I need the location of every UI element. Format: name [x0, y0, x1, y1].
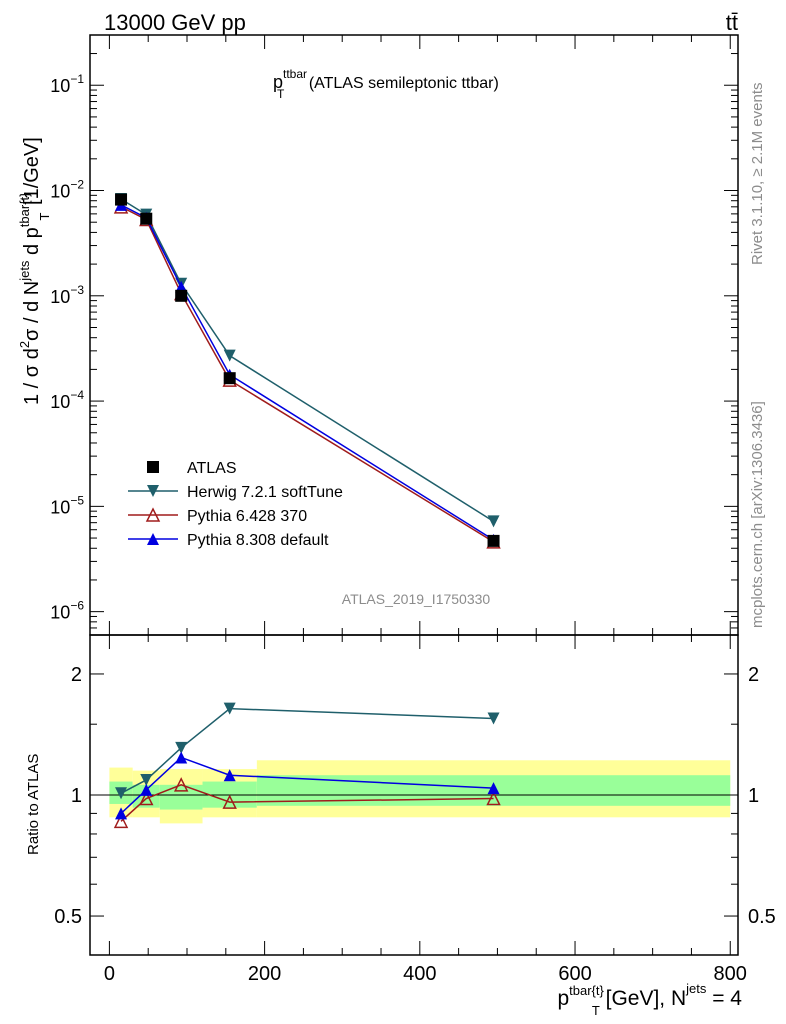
- ratio-y-tick-label: 0.5: [54, 906, 82, 928]
- triangle-up-open-marker: [173, 777, 189, 792]
- main-y-axis-label: 1 / σ d2σ / d Njets d ptbar{t} T [1/GeV]: [17, 137, 52, 405]
- x-axis-label: ptbar{t} T [GeV], Njets = 4: [557, 981, 742, 1018]
- triangle-down-marker: [487, 712, 500, 725]
- square-marker: [223, 372, 236, 385]
- y-tick-label: 10−4: [50, 388, 84, 412]
- ratio-y-axis-label: Ratio to ATLAS: [25, 754, 42, 855]
- triangle-down-marker: [147, 485, 159, 497]
- ratio-y-tick-label-right: 2: [748, 664, 759, 686]
- ratio-y-tick-label-right: 1: [748, 785, 759, 807]
- legend-entry: Pythia 8.308 default: [128, 532, 329, 549]
- square-marker: [140, 212, 153, 225]
- square-marker: [115, 193, 128, 206]
- ratio-y-tick-label-right: 0.5: [748, 906, 776, 928]
- main-axes: 10−6 10−5 10−4 10−3 10−2 10−1: [50, 34, 739, 636]
- triangle-up-open-marker: [486, 790, 501, 806]
- triangle-down-marker: [115, 787, 128, 800]
- ratio-series-pythia-6-428-370: [113, 777, 501, 829]
- main-series: [113, 193, 501, 549]
- plot-title-rest: (ATLAS semileptonic ttbar): [304, 75, 498, 92]
- ratio-series-herwig-7-2-1-softtune: [115, 702, 500, 800]
- x-tick-label: 600: [558, 963, 591, 985]
- series-atlas: [115, 193, 500, 547]
- triangle-up-open-marker: [139, 790, 154, 806]
- ratio-y-tick-label: 1: [71, 785, 82, 807]
- legend-label: Herwig 7.2.1 softTune: [187, 484, 343, 501]
- legend: ATLAS Herwig 7.2.1 softTune Pythia 6.428 3…: [128, 460, 343, 549]
- x-tick-label: 0: [104, 963, 115, 985]
- ratio-y-tick-label: 2: [71, 664, 82, 686]
- triangle-up-marker: [140, 783, 153, 796]
- triangle-up-marker: [223, 769, 236, 782]
- triangle-up-open-marker: [145, 507, 161, 522]
- ratio-series-pythia-8-308-default: [115, 751, 500, 820]
- legend-entry: Herwig 7.2.1 softTune: [128, 484, 343, 501]
- square-marker: [147, 461, 159, 473]
- plot-title: pttbar T (ATLAS semileptonic ttbar): [273, 67, 499, 101]
- analysis-tag: ATLAS_2019_I1750330: [342, 591, 491, 607]
- triangle-down-marker: [175, 741, 188, 754]
- series-herwig-7-2-1-softtune: [115, 193, 500, 528]
- legend-label: Pythia 6.428 370: [187, 508, 307, 525]
- x-tick-label: 800: [714, 963, 747, 985]
- legend-label: Pythia 8.308 default: [187, 532, 329, 549]
- y-tick-label: 10−6: [50, 599, 84, 623]
- legend-entry: ATLAS: [147, 460, 237, 477]
- y-tick-label: 10−3: [50, 283, 84, 307]
- green-band-bin: [159, 784, 203, 810]
- ratio-series: [113, 702, 501, 829]
- plot-title-sub: T: [277, 87, 285, 101]
- header-process-label: tt̄: [726, 10, 738, 35]
- header-energy-label: 13000 GeV pp: [104, 10, 246, 35]
- x-tick-label: 400: [403, 963, 436, 985]
- mcplots-reference-label: mcplots.cern.ch [arXiv:1306.3436]: [749, 401, 766, 628]
- y-tick-label: 10−2: [50, 178, 84, 202]
- plot-title-sup: ttbar: [283, 67, 307, 81]
- rivet-version-label: Rivet 3.1.10, ≥ 2.1M events: [749, 83, 766, 266]
- ratio-axes: 0.5 0.5 1 1 2 2 0 200 400 600 800: [54, 634, 776, 985]
- triangle-up-marker: [175, 280, 188, 293]
- triangle-down-marker: [223, 349, 236, 362]
- ratio-series-line: [120, 784, 494, 822]
- series-line: [120, 198, 494, 523]
- y-tick-label: 10−5: [50, 493, 84, 517]
- triangle-up-marker: [487, 782, 500, 795]
- triangle-down-marker: [140, 773, 153, 786]
- plot-title-var: p: [273, 72, 283, 92]
- square-marker: [175, 289, 188, 302]
- triangle-down-marker: [487, 515, 500, 528]
- triangle-down-marker: [223, 702, 236, 715]
- legend-label: ATLAS: [187, 460, 237, 477]
- square-marker: [487, 534, 500, 547]
- triangle-up-open-marker: [222, 794, 237, 809]
- green-band-bin: [132, 784, 160, 808]
- triangle-up-open-marker: [113, 813, 129, 829]
- triangle-up-marker: [147, 533, 159, 545]
- legend-entry: Pythia 6.428 370: [128, 507, 307, 525]
- y-tick-label: 10−1: [50, 72, 84, 96]
- triangle-up-marker: [175, 751, 188, 764]
- triangle-up-marker: [115, 807, 128, 820]
- x-tick-label: 200: [248, 963, 281, 985]
